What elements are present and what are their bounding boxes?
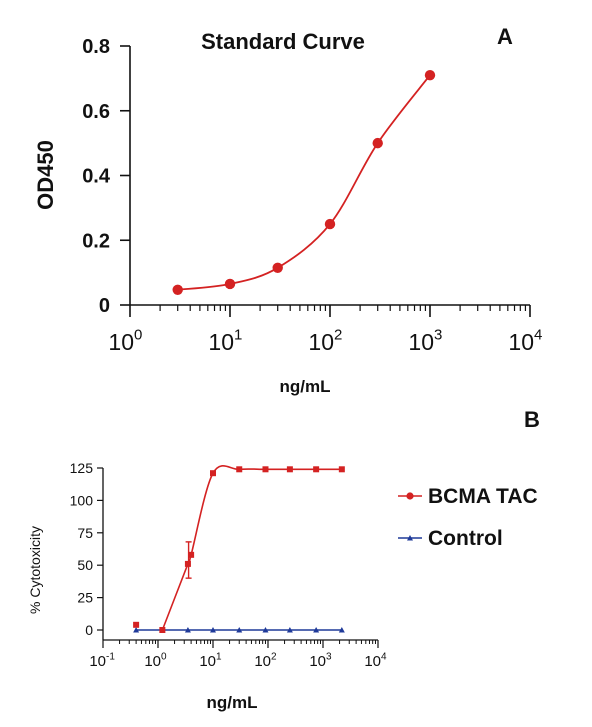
x-tick-label: 10 0 xyxy=(144,651,167,670)
legend-label: Control xyxy=(428,527,503,550)
tick-base: 10 xyxy=(308,329,334,355)
tick-base: 10 xyxy=(309,653,326,670)
data-point xyxy=(372,137,383,149)
tick-exponent: 2 xyxy=(271,651,277,662)
control-point xyxy=(262,627,269,633)
control-point xyxy=(210,627,216,633)
data-point xyxy=(272,262,283,273)
tick-base: 10 xyxy=(108,329,134,355)
tick-base: 10 xyxy=(408,329,434,355)
fit-curve xyxy=(177,74,431,291)
x-axis-label: ng/mL xyxy=(207,693,258,712)
control-point xyxy=(313,627,320,633)
y-tick-label: 0.6 xyxy=(82,101,110,123)
x-tick-label: 10 2 xyxy=(254,651,277,670)
control-point xyxy=(338,627,345,633)
bcma-point xyxy=(236,466,243,473)
panel-label: A xyxy=(497,24,513,49)
legend-swatch-marker xyxy=(406,492,414,500)
control-point xyxy=(236,627,243,633)
x-tick-label: 10 1 xyxy=(208,327,242,355)
tick-exponent: 1 xyxy=(216,651,222,662)
y-tick-label: 50 xyxy=(77,557,93,573)
control-point xyxy=(133,627,140,633)
x-axis-label: ng/mL xyxy=(280,377,331,396)
y-tick-label: 100 xyxy=(70,492,94,508)
legend: BCMA TAC Control xyxy=(398,485,538,550)
bcma-point xyxy=(159,627,166,633)
tick-base: 10 xyxy=(508,329,534,355)
tick-exponent: 2 xyxy=(334,327,342,344)
panel-label: B xyxy=(524,407,540,432)
y-tick-label: 75 xyxy=(77,525,93,541)
bcma-fit-curve xyxy=(161,465,342,631)
tick-exponent: -1 xyxy=(106,651,115,662)
tick-exponent: 4 xyxy=(381,651,387,662)
bcma-point xyxy=(313,466,320,473)
x-tick-label: 10 2 xyxy=(308,327,342,355)
bcma-point xyxy=(210,470,216,477)
y-tick-label: 0.4 xyxy=(82,166,111,188)
tick-base: 10 xyxy=(208,329,234,355)
legend-swatch-marker xyxy=(407,535,413,541)
bcma-point xyxy=(286,466,293,473)
x-tick-label: 10 4 xyxy=(364,651,387,670)
legend-label: BCMA TAC xyxy=(428,485,538,508)
bcma-point xyxy=(262,466,269,473)
data-point xyxy=(224,278,236,290)
y-tick-label: 25 xyxy=(77,590,93,606)
x-tick-label: 10 4 xyxy=(508,327,542,355)
tick-base: 10 xyxy=(144,653,161,670)
x-tick-label: 10 3 xyxy=(309,651,332,670)
tick-base: 10 xyxy=(89,653,106,670)
y-axis-label: % Cytotoxicity xyxy=(27,526,43,614)
y-axis-label: OD450 xyxy=(33,140,58,210)
tick-exponent: 1 xyxy=(234,327,242,344)
x-tick-label: 10 1 xyxy=(199,651,222,670)
y-tick-label: 0.2 xyxy=(82,230,110,252)
x-tick-label: 10 -1 xyxy=(89,651,115,670)
y-tick-label: 125 xyxy=(70,460,94,476)
bcma-point xyxy=(338,466,345,473)
tick-exponent: 0 xyxy=(134,327,142,344)
chart-a: Standard Curve A00.20.40.60.810 0 10 1 10 2 10 3… xyxy=(33,24,542,396)
x-tick-label: 10 3 xyxy=(408,327,442,355)
bcma-point xyxy=(184,560,191,567)
data-point xyxy=(172,284,183,295)
x-tick-label: 10 0 xyxy=(108,327,142,355)
tick-base: 10 xyxy=(254,653,271,670)
y-tick-label: 0 xyxy=(99,295,110,317)
control-point xyxy=(184,627,191,633)
tick-exponent: 3 xyxy=(434,327,442,344)
tick-base: 10 xyxy=(199,653,216,670)
data-point xyxy=(424,69,436,81)
tick-exponent: 3 xyxy=(326,651,332,662)
control-point xyxy=(286,627,293,633)
chart-title: Standard Curve xyxy=(201,29,365,54)
bcma-point xyxy=(188,551,195,558)
tick-base: 10 xyxy=(364,653,381,670)
tick-exponent: 0 xyxy=(161,651,167,662)
bcma-point xyxy=(133,621,140,628)
y-tick-label: 0 xyxy=(85,622,93,638)
tick-exponent: 4 xyxy=(534,327,542,344)
y-tick-label: 0.8 xyxy=(82,36,110,58)
data-point xyxy=(324,218,336,230)
